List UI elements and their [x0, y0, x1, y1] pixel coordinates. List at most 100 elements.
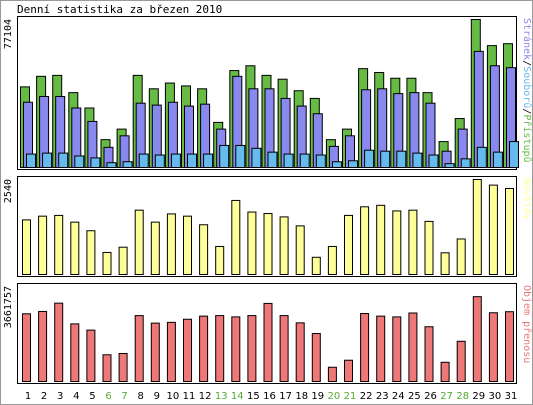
- bar-prenos-day-2: [38, 310, 48, 382]
- legend-middle: Návštěv: [521, 178, 533, 220]
- bar-prenos-day-30: [488, 312, 498, 382]
- bar-navstevy-day-12: [199, 224, 209, 275]
- panel-frame-middle: [17, 176, 517, 277]
- bar-prenos-day-27: [440, 361, 450, 383]
- bar-navstevy-day-29: [472, 179, 482, 275]
- x-tick-label-day-27: 27: [440, 391, 453, 402]
- bar-prenos-day-4: [70, 323, 80, 382]
- bar-prenos-day-7: [118, 352, 128, 382]
- panel-frame-bottom: [17, 283, 517, 384]
- x-tick-label-day-1: 1: [25, 391, 31, 402]
- bar-souboru-day-26: [428, 154, 439, 169]
- bar-prenos-day-19: [311, 333, 321, 382]
- x-tick-label-day-15: 15: [247, 391, 260, 402]
- x-tick-label-day-24: 24: [392, 391, 405, 402]
- x-tick-label-day-7: 7: [121, 391, 127, 402]
- bar-prenos-day-3: [54, 302, 64, 382]
- x-tick-label-day-11: 11: [183, 391, 196, 402]
- bar-souboru-day-31: [509, 141, 519, 168]
- x-tick-label-day-10: 10: [167, 391, 180, 402]
- x-tick-label-day-29: 29: [472, 391, 485, 402]
- bar-prenos-day-12: [199, 315, 209, 382]
- legend-text: Objem přenosu: [521, 285, 533, 363]
- bar-navstevy-day-23: [376, 204, 386, 275]
- bar-prenos-day-10: [166, 321, 176, 382]
- bar-souboru-day-18: [299, 153, 310, 168]
- bar-prenos-day-8: [134, 315, 144, 382]
- bar-prenos-day-25: [408, 312, 418, 383]
- bar-navstevy-day-31: [505, 187, 514, 275]
- bar-prenos-day-22: [360, 313, 370, 382]
- x-tick-label-day-28: 28: [456, 391, 469, 402]
- bar-navstevy-day-14: [231, 199, 241, 275]
- bar-souboru-day-27: [444, 163, 455, 168]
- bar-souboru-day-4: [74, 155, 85, 169]
- bar-souboru-day-14: [235, 144, 246, 168]
- bar-souboru-day-21: [348, 160, 358, 168]
- bar-prenos-day-14: [231, 316, 241, 383]
- bar-souboru-day-28: [460, 158, 471, 169]
- bar-navstevy-day-13: [215, 245, 225, 276]
- x-tick-label-day-23: 23: [376, 391, 389, 402]
- bar-souboru-day-30: [492, 151, 503, 169]
- bar-souboru-day-22: [364, 149, 375, 168]
- bar-prenos-day-1: [22, 313, 31, 382]
- x-tick-label-day-26: 26: [424, 391, 437, 402]
- x-tick-label-day-13: 13: [215, 391, 228, 402]
- bar-souboru-day-20: [331, 161, 342, 169]
- bar-souboru-day-9: [154, 154, 165, 169]
- x-tick-label-day-18: 18: [295, 391, 308, 402]
- x-tick-label-day-19: 19: [311, 391, 324, 402]
- bar-souboru-day-23: [380, 150, 391, 168]
- ymax-label-middle: 2540: [3, 179, 14, 203]
- legend-text: /: [521, 108, 532, 114]
- bar-navstevy-day-15: [247, 211, 257, 275]
- bar-navstevy-day-18: [295, 225, 305, 276]
- bar-prenos-day-20: [327, 366, 337, 383]
- bar-souboru-day-13: [219, 144, 230, 168]
- bar-prenos-day-15: [247, 315, 257, 382]
- x-tick-label-day-14: 14: [231, 391, 244, 402]
- bar-prenos-day-6: [102, 354, 112, 383]
- bar-souboru-day-6: [106, 162, 117, 169]
- bar-souboru-day-15: [251, 147, 262, 168]
- bar-navstevy-day-30: [488, 184, 498, 275]
- bar-souboru-day-17: [283, 153, 294, 168]
- x-tick-label-day-31: 31: [505, 391, 518, 402]
- bar-prenos-day-16: [263, 302, 273, 382]
- bar-navstevy-day-10: [166, 213, 176, 276]
- bar-prenos-day-11: [183, 318, 192, 382]
- legend-text: Návštěv: [521, 178, 533, 220]
- x-tick-label-day-5: 5: [89, 391, 95, 402]
- bar-souboru-day-16: [267, 151, 278, 169]
- bar-navstevy-day-21: [344, 214, 353, 276]
- bar-navstevy-day-19: [311, 256, 321, 276]
- x-tick-label-day-20: 20: [328, 391, 341, 402]
- bar-navstevy-day-1: [22, 219, 31, 276]
- legend-text: Stránek: [521, 18, 533, 60]
- ymax-label-bottom: 3661757: [3, 286, 14, 328]
- legend-text: Přístupů: [521, 114, 533, 162]
- bar-souboru-day-8: [138, 153, 149, 168]
- bar-navstevy-day-22: [360, 206, 370, 275]
- bar-souboru-day-11: [187, 153, 197, 168]
- legend-bottom: Objem přenosu: [521, 285, 533, 363]
- x-tick-label-day-2: 2: [41, 391, 47, 402]
- bar-prenos-day-31: [505, 311, 514, 382]
- bar-prenos-day-24: [392, 316, 402, 383]
- bar-souboru-day-24: [396, 150, 407, 168]
- bar-navstevy-day-2: [38, 215, 48, 276]
- x-tick-label-day-22: 22: [360, 391, 373, 402]
- bar-navstevy-day-17: [279, 216, 289, 276]
- x-tick-label-day-30: 30: [489, 391, 502, 402]
- page-title: Denní statistika za březen 2010: [17, 3, 223, 16]
- bar-navstevy-day-16: [263, 213, 273, 275]
- ymax-label-top: 77104: [3, 19, 14, 49]
- bar-navstevy-day-11: [183, 215, 192, 276]
- bar-navstevy-day-25: [408, 209, 418, 276]
- x-tick-label-day-25: 25: [408, 391, 421, 402]
- bar-souboru-day-25: [412, 152, 423, 169]
- bar-navstevy-day-20: [327, 245, 337, 276]
- bar-souboru-day-2: [42, 152, 53, 169]
